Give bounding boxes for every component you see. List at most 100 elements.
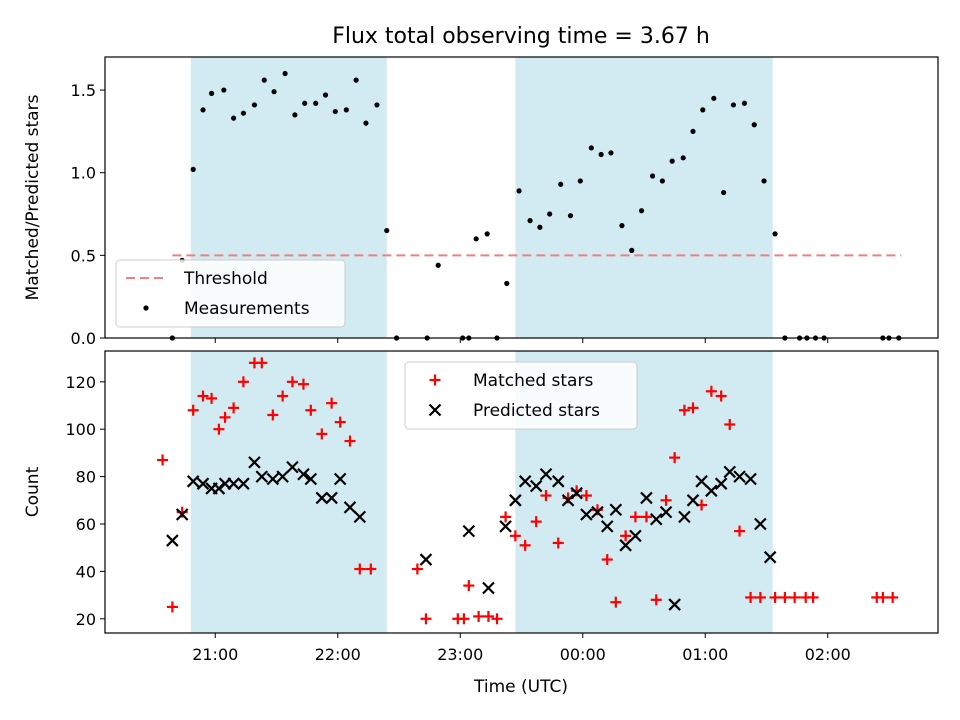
bottom-predicted-stars-point-43 [686,494,700,507]
bottom-matched-stars-point-42 [610,596,622,608]
top-measurements-point-2 [190,166,196,172]
top-y-tick-label-3: 1.5 [71,81,96,100]
bottom-predicted-stars-point-31-b [570,486,583,500]
bottom-predicted-stars-point-11-b [266,472,280,486]
bottom-legend-predicted-symbol-b [428,403,442,417]
top-measurements-point-54 [751,122,757,128]
bottom-predicted-stars-point-8-b [237,477,250,490]
bottom-matched-stars-point-27 [463,580,475,592]
bottom-predicted-stars-point-19-b [343,501,357,514]
top-y-tick-label-0: 0.0 [71,329,96,348]
bottom-predicted-stars-point-20-b [353,510,367,524]
bottom-predicted-stars-point-50 [754,517,767,531]
top-measurements-point-13 [302,100,308,106]
bottom-predicted-stars-point-27-b [529,479,543,493]
bottom-predicted-stars-point-44-b [695,475,708,488]
bottom-matched-stars-point-22 [365,563,377,575]
top-measurements-point-14 [313,100,319,106]
bottom-predicted-stars-point-21 [419,553,433,566]
bottom-matched-stars-point-59 [779,591,791,603]
bottom-matched-stars-point-12 [267,409,279,421]
bottom-matched-stars-point-20 [344,435,356,447]
bottom-matched-stars-point-60 [789,591,801,603]
bottom-legend-label-1: Predicted stars [473,401,600,421]
top-measurements-point-18 [353,77,359,83]
bottom-predicted-stars-point-27 [529,479,543,493]
bottom-y-tick-label-1: 40 [76,562,96,581]
bottom-predicted-stars-point-26-b [518,475,532,488]
bottom-predicted-stars-point-17 [325,491,338,505]
bottom-matched-stars-point-49 [678,404,690,416]
bottom-predicted-stars-point-22 [462,524,476,538]
bottom-matched-stars-point-23 [411,563,423,575]
top-measurements-point-46 [669,158,675,164]
bottom-predicted-stars-point-33 [591,505,604,519]
bottom-matched-stars-point-32 [509,530,521,542]
bottom-matched-stars-point-24 [420,613,432,625]
bottom-predicted-stars-point-20 [353,510,367,524]
bottom-predicted-stars-point-15 [304,472,318,486]
bottom-y-tick-label-2: 60 [76,515,96,534]
bottom-predicted-stars-point-25 [509,494,522,507]
bottom-y-axis-label: Count [23,466,43,517]
bottom-predicted-stars-point-19 [343,501,357,514]
bottom-matched-stars-point-18 [326,397,338,409]
bottom-predicted-stars-point-12-b [276,470,289,483]
bottom-predicted-stars-point-41-b [668,598,681,611]
bottom-predicted-stars-point-41 [668,598,681,611]
bottom-matched-stars-point-50 [687,402,699,414]
top-legend-label-1: Measurements [184,299,310,319]
bottom-matched-stars-point-47 [660,494,672,506]
bottom-predicted-stars-point-13 [286,460,299,474]
bottom-predicted-stars-point-10-b [255,470,269,483]
top-measurements-point-28 [484,231,490,237]
bottom-predicted-stars-point-24-b [499,520,512,533]
bottom-y-tick-label-0: 20 [76,610,96,629]
bottom-matched-stars-point-6 [213,423,225,435]
x-tick-label-1: 22:00 [315,645,361,664]
bottom-matched-stars-point-45 [640,511,652,523]
bottom-matched-stars-point-35 [540,490,552,502]
top-measurements-point-15 [322,92,329,98]
top-measurements-point-31 [516,188,522,194]
bottom-matched-stars-point-21 [354,563,366,575]
bottom-predicted-stars-point-14 [297,467,310,481]
bottom-predicted-stars-point-3-b [196,477,210,490]
bottom-predicted-stars-point-49 [744,472,757,486]
bottom-predicted-stars-point-49-b [744,472,757,486]
top-measurements-point-10 [271,89,277,95]
top-measurements-point-3 [200,107,206,113]
bottom-legend-label-0: Matched stars [473,371,593,391]
top-legend-label-0: Threshold [183,269,268,289]
bottom-matched-stars-point-39 [580,490,592,502]
bottom-predicted-stars-point-31 [570,486,583,500]
x-tick-label-4: 01:00 [682,645,728,664]
bottom-matched-stars-point-36 [552,537,564,549]
bottom-predicted-stars-point-38 [640,491,653,505]
bottom-predicted-stars-point-28 [539,467,553,481]
bottom-predicted-stars-point-42-b [678,510,691,524]
top-measurements-point-55 [761,178,767,184]
bottom-predicted-stars-point-48 [733,470,746,483]
top-measurements-point-17 [343,107,349,113]
bottom-predicted-stars-point-37-b [629,529,642,543]
bottom-predicted-stars-point-39 [649,512,663,526]
bottom-predicted-stars-point-0 [166,534,179,547]
top-measurements-point-37 [577,178,583,184]
bottom-matched-stars-point-26 [458,613,470,625]
bottom-matched-stars-point-30 [491,613,503,625]
bottom-matched-stars-point-8 [228,402,240,414]
bottom-predicted-stars-point-47-b [723,465,737,479]
bottom-matched-stars-point-5 [206,392,218,404]
bottom-predicted-stars-point-36-b [619,539,632,552]
bottom-matched-stars-point-52 [705,385,717,397]
bottom-predicted-stars-point-51-b [763,550,777,564]
x-axis-label: Time (UTC) [473,677,568,697]
bottom-legend-box [404,361,638,430]
top-measurements-point-34 [547,211,553,217]
bottom-matched-stars-point-62 [807,591,819,603]
bottom-matched-stars-point-13 [277,390,289,402]
bottom-legend-matched-symbol [429,374,441,386]
bottom-predicted-stars-point-15-b [304,472,318,486]
bottom-predicted-stars-point-21-b [419,553,433,566]
